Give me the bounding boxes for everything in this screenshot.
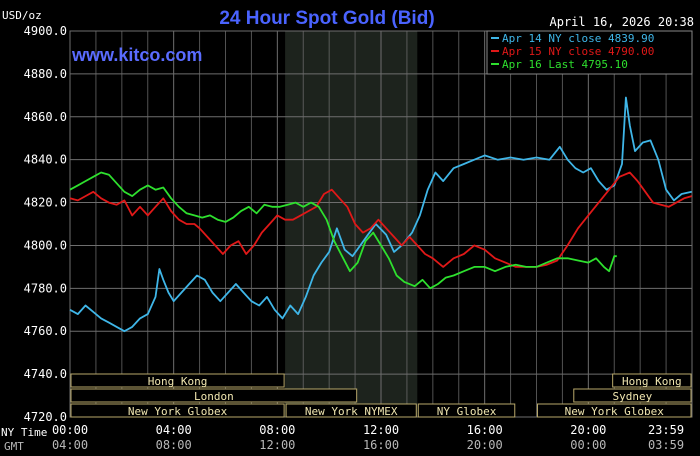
- session-segment: New York Globex: [70, 403, 285, 418]
- timestamp: April 16, 2026 20:38: [550, 15, 695, 29]
- series-line-apr14: [69, 96, 692, 333]
- session-segment: Hong Kong: [612, 373, 692, 388]
- x-tick-ny: 12:00: [363, 423, 399, 437]
- x-tick-ny: 23:59: [648, 423, 684, 437]
- session-segment: New York Globex: [537, 403, 692, 418]
- watermark: www.kitco.com: [71, 45, 202, 65]
- shaded-region-layer: [285, 31, 418, 417]
- session-box: [70, 403, 285, 418]
- y-tick-label: 4820.0: [24, 196, 67, 210]
- session-box: [417, 403, 516, 418]
- legend-entry-apr16: Apr 16 Last 4795.10: [502, 58, 628, 71]
- session-label: New York NYMEX: [305, 405, 398, 418]
- y-tick-label: 4900.0: [24, 24, 67, 38]
- nymex-shaded-region: [285, 31, 418, 417]
- unit-label: USD/oz: [2, 9, 42, 22]
- y-tick-label: 4860.0: [24, 110, 67, 124]
- y-tick-label: 4780.0: [24, 281, 67, 295]
- x-tick-gmt: 16:00: [363, 438, 399, 452]
- session-label: New York Globex: [565, 405, 665, 418]
- series-layer: [69, 96, 692, 333]
- y-tick-label: 4720.0: [24, 410, 67, 424]
- session-segment: Sydney: [573, 388, 692, 403]
- session-box: [285, 403, 417, 418]
- legend-box: [486, 30, 693, 75]
- session-segment: London: [70, 388, 358, 403]
- session-box: [573, 388, 692, 403]
- x-tick-gmt: 00:00: [570, 438, 606, 452]
- legend-entry-apr14: Apr 14 NY close 4839.90: [502, 32, 654, 45]
- session-label: Hong Kong: [148, 375, 208, 388]
- y-tick-label: 4760.0: [24, 324, 67, 338]
- x-tick-gmt: 03:59: [648, 438, 684, 452]
- x-tick-gmt: 04:00: [52, 438, 88, 452]
- x-tick-ny: 00:00: [52, 423, 88, 437]
- session-box: [537, 403, 692, 418]
- session-box: [70, 373, 285, 388]
- y-tick-label: 4740.0: [24, 367, 67, 381]
- session-segment: NY Globex: [417, 403, 516, 418]
- session-label: NY Globex: [437, 405, 497, 418]
- session-label: Sydney: [613, 390, 653, 403]
- session-box: [612, 373, 692, 388]
- x-tick-gmt: 20:00: [467, 438, 503, 452]
- x-tick-ny: 04:00: [156, 423, 192, 437]
- x-tick-gmt: 08:00: [156, 438, 192, 452]
- x-tick-ny: 08:00: [259, 423, 295, 437]
- y-tick-label: 4800.0: [24, 238, 67, 252]
- x-tick-ny: 20:00: [570, 423, 606, 437]
- y-tick-label: 4840.0: [24, 153, 67, 167]
- session-segment: New York NYMEX: [285, 403, 417, 418]
- gmt-label: GMT: [4, 440, 24, 453]
- series-line-apr16: [69, 171, 617, 290]
- session-box: [70, 388, 358, 403]
- session-label: London: [194, 390, 234, 403]
- session-label: Hong Kong: [622, 375, 682, 388]
- axis-layer: 4900.0 4880.0 4860.0 4840.0 4820.0 4800.0 4780…: [1, 24, 684, 453]
- y-tick-label: 4880.0: [24, 67, 67, 81]
- ny-time-label: NY Time: [1, 426, 47, 439]
- session-layer: Hong Kong Hong Kong London Sydney New York G…: [70, 373, 692, 418]
- series-line-apr15: [69, 171, 692, 268]
- x-tick-ny: 16:00: [467, 423, 503, 437]
- x-tick-gmt: 12:00: [259, 438, 295, 452]
- session-label: New York Globex: [128, 405, 228, 418]
- session-segment: Hong Kong: [70, 373, 285, 388]
- legend-entry-apr15: Apr 15 NY close 4790.00: [502, 45, 654, 58]
- chart-title: 24 Hour Spot Gold (Bid): [219, 8, 434, 29]
